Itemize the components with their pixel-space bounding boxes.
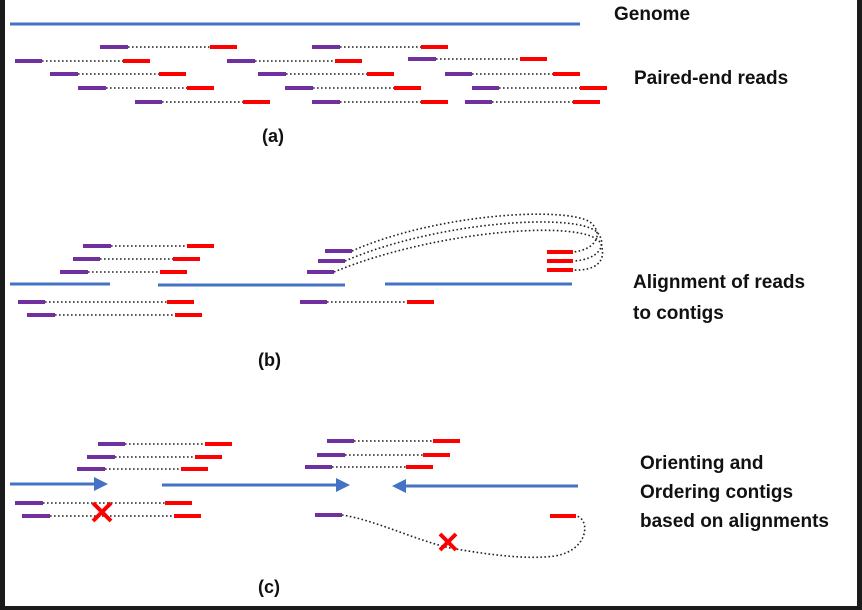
scaffolding-diagram [10, 22, 607, 559]
oriented-contig-2-arrow-icon [336, 478, 350, 492]
panel-c-label: (c) [258, 577, 280, 597]
long-pair-link [341, 514, 586, 559]
panel-a-label: (a) [262, 126, 284, 146]
cross-icon [91, 501, 113, 523]
figure-panel: Genome Paired-end reads (a) Alignment of… [5, 0, 857, 606]
oriented-contig-3-arrow-icon [392, 479, 406, 493]
oriented-contig-1-arrow-icon [94, 477, 108, 491]
loop-link-2 [344, 221, 603, 262]
paired-end-reads-label: Paired-end reads [634, 68, 789, 89]
panel-b-label: (b) [258, 350, 281, 370]
loop-link-3 [333, 229, 604, 273]
alignment-label: Alignment of reads to contigs [633, 272, 806, 324]
cross-icon [438, 532, 458, 552]
loop-link-1 [351, 213, 598, 253]
orienting-label: Orienting and Ordering contigs based on … [640, 453, 829, 532]
genome-label: Genome [614, 4, 691, 25]
